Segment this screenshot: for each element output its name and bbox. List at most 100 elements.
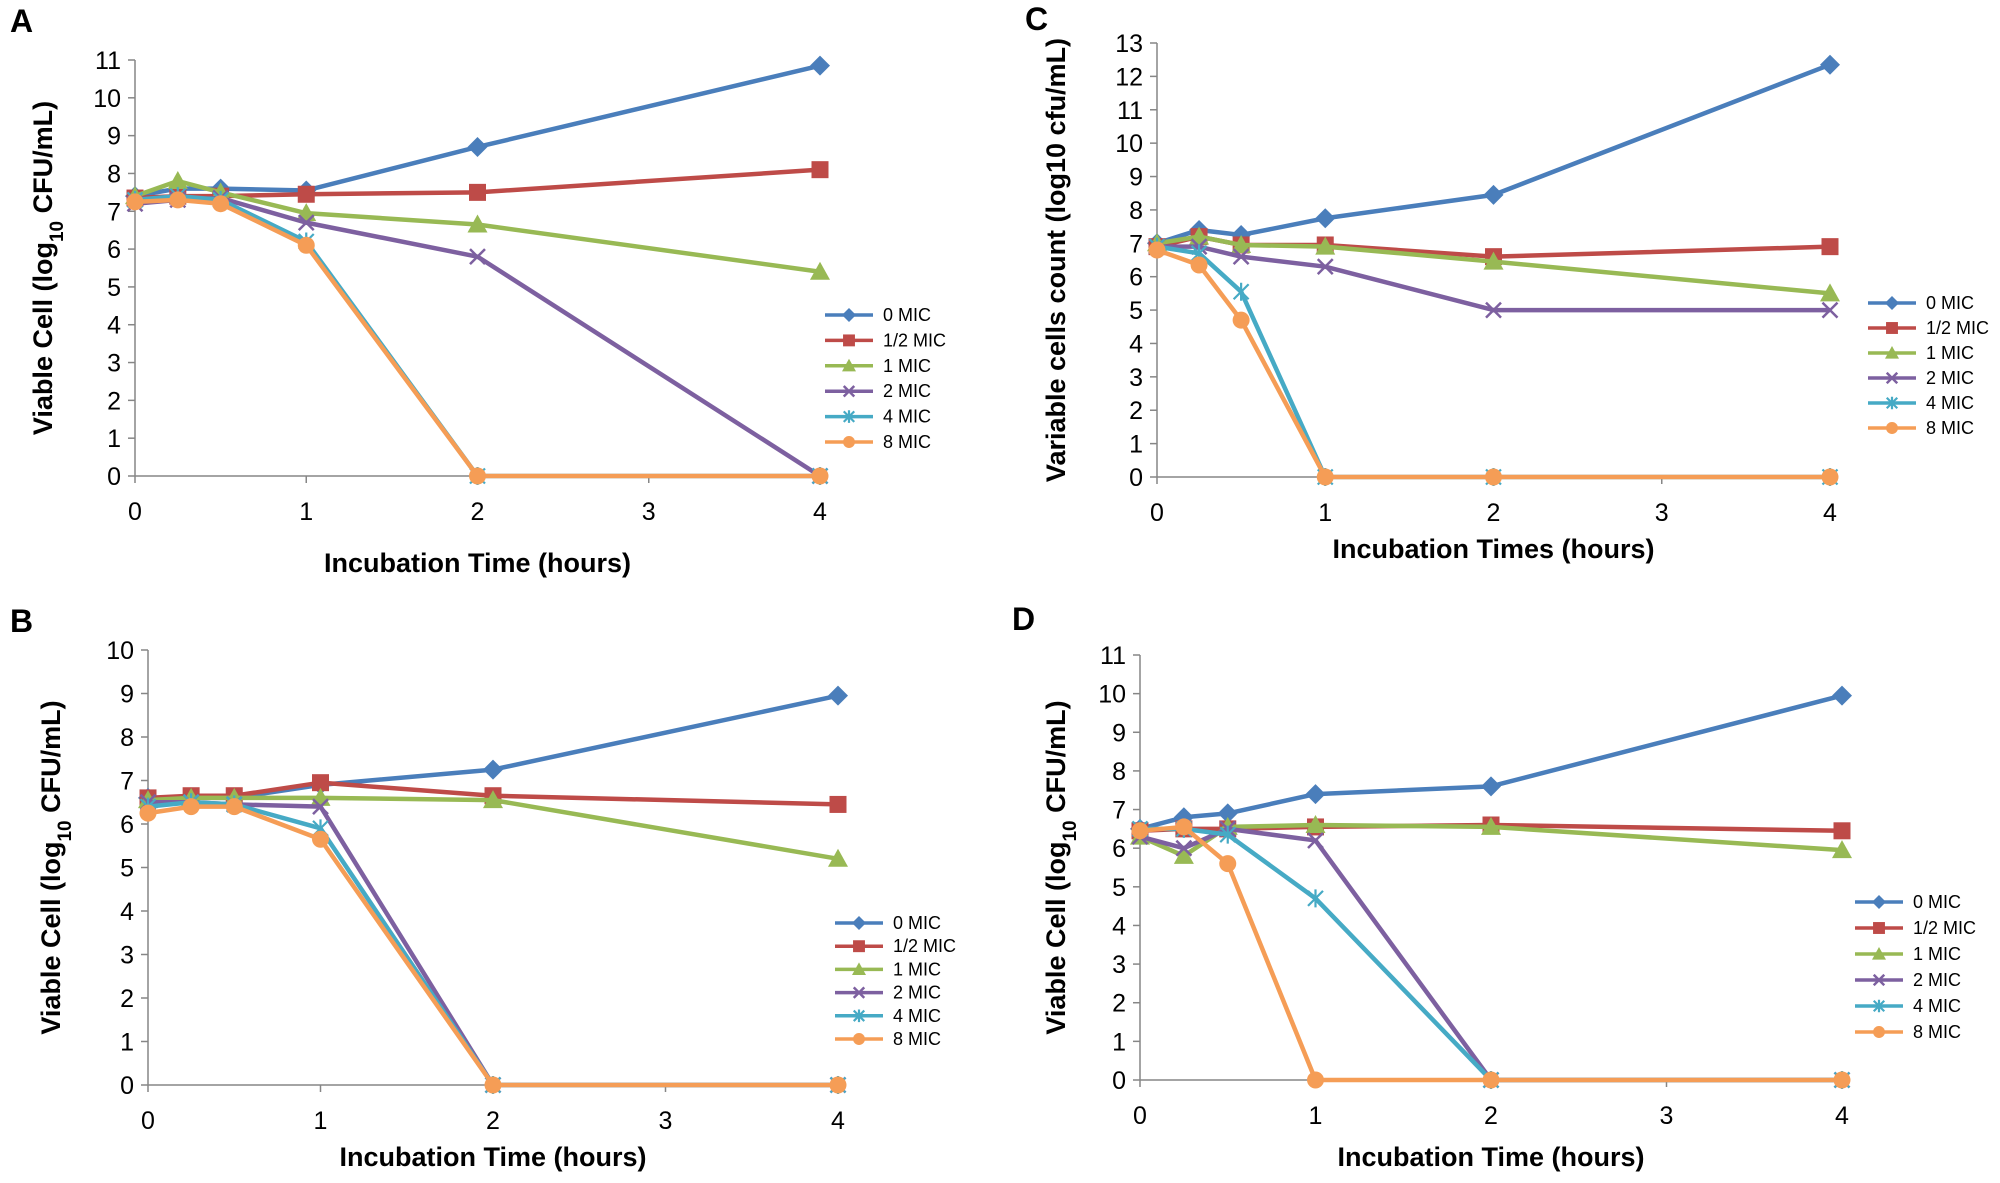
- point-8-mic-d: [1219, 855, 1237, 873]
- y-tick-label-c: 6: [1129, 264, 1143, 292]
- series-8-mic-a: [126, 191, 829, 485]
- point-0-mic-b: [483, 759, 503, 780]
- legend-label-half-mic-c: 1/2 MIC: [1926, 318, 1989, 338]
- legend-marker-8-mic-a: [843, 436, 855, 448]
- y-tick-label-c: 13: [1115, 30, 1143, 58]
- x-axis-title-c: Incubation Times (hours): [1332, 534, 1654, 564]
- series-line-2-mic-b: [148, 800, 838, 1088]
- point-4-mic-c: [1232, 282, 1250, 301]
- point-0-mic-a: [810, 55, 830, 76]
- legend-label-1-mic-a: 1 MIC: [883, 356, 931, 376]
- point-8-mic-d: [1833, 1071, 1851, 1089]
- point-8-mic-a: [297, 236, 315, 254]
- series-line-1-mic-c: [1156, 234, 1831, 296]
- point-0-mic-c: [1483, 184, 1504, 205]
- y-axis-title-main-c: Variable cells count (log10 cfu/mL): [1041, 38, 1071, 482]
- legend-label-half-mic-b: 1/2 MIC: [893, 936, 956, 956]
- x-tick-label-b: 3: [659, 1107, 673, 1135]
- y-tick-label-b: 3: [120, 942, 134, 970]
- y-axis-title-main-a: Viable Cell (log: [28, 242, 58, 435]
- y-tick-label-b: 0: [120, 1072, 134, 1100]
- point-2-mic-a: [297, 214, 315, 232]
- point-8-mic-c: [1148, 241, 1166, 259]
- point-half-mic-b: [829, 795, 847, 813]
- series-line-4-mic-d: [1140, 826, 1842, 1083]
- legend-marker-8-mic-d: [1873, 1026, 1885, 1038]
- legend-marker-1-mic-b: [852, 962, 866, 975]
- y-tick-label-b: 1: [120, 1029, 134, 1057]
- y-tick-label-b: 7: [120, 768, 134, 796]
- x-tick-label-a: 4: [813, 498, 827, 526]
- y-axis-title-tail-a: CFU/mL): [28, 101, 58, 221]
- y-tick-label-d: 6: [1112, 835, 1126, 863]
- series-line-0-mic-d: [1139, 693, 1843, 832]
- x-tick-label-b: 0: [141, 1107, 155, 1135]
- point-8-mic-b: [182, 798, 200, 816]
- point-2-mic-c: [1485, 301, 1502, 319]
- point-1-mic-b: [483, 790, 503, 809]
- point-8-mic-a: [212, 195, 230, 213]
- legend-marker-1-mic-a: [842, 358, 856, 372]
- point-1-mic-a: [167, 171, 188, 190]
- series-4-mic-d: [1131, 819, 1851, 1089]
- point-2-mic-d: [1307, 832, 1324, 849]
- legend-label-2-mic-d: 2 MIC: [1913, 970, 1961, 990]
- point-8-mic-b: [225, 798, 243, 816]
- y-axis-title-sub-b: 10: [55, 820, 76, 841]
- point-1-mic-a: [467, 214, 488, 233]
- y-tick-label-d: 9: [1112, 719, 1126, 747]
- series-1-mic-c: [1147, 226, 1840, 302]
- legend-marker-2-mic-a: [842, 385, 856, 398]
- series-4-mic-c: [1148, 237, 1839, 486]
- point-2-mic-c: [1232, 248, 1250, 266]
- point-8-mic-b: [829, 1076, 847, 1094]
- series-0-mic-a: [125, 55, 830, 207]
- point-half-mic-a: [297, 185, 315, 203]
- point-1-mic-a: [810, 261, 830, 280]
- point-0-mic-d: [1305, 784, 1326, 805]
- x-tick-label-a: 0: [128, 498, 142, 526]
- x-axis-title-d: Incubation Time (hours): [1337, 1142, 1644, 1172]
- y-tick-label-c: 7: [1129, 230, 1143, 258]
- series-line-4-mic-c: [1156, 244, 1830, 480]
- x-tick-label-c: 4: [1823, 499, 1837, 527]
- point-0-mic-a: [467, 136, 488, 157]
- y-tick-label-c: 11: [1117, 97, 1143, 125]
- y-axis-title-sub-d: 10: [1060, 820, 1081, 841]
- series-line-1-mic-d: [1139, 822, 1843, 859]
- y-tick-label-b: 6: [120, 811, 134, 839]
- legend-marker-0-mic-c: [1885, 296, 1899, 310]
- y-tick-label-a: 2: [107, 387, 121, 415]
- x-tick-label-a: 2: [471, 498, 485, 526]
- y-tick-label-a: 11: [95, 47, 121, 75]
- series-8-mic-b: [139, 798, 847, 1094]
- point-1-mic-c: [1231, 234, 1252, 253]
- point-2-mic-d: [1175, 839, 1193, 857]
- series-1-mic-b: [138, 787, 848, 867]
- point-1-mic-c: [1820, 283, 1840, 302]
- y-tick-label-d: 0: [1112, 1067, 1126, 1095]
- point-half-mic-d: [1833, 822, 1851, 840]
- point-8-mic-c: [1190, 256, 1208, 274]
- legend-marker-0-mic-a: [842, 308, 856, 322]
- series-1-mic-d: [1130, 815, 1852, 864]
- legend-label-8-mic-d: 8 MIC: [1913, 1022, 1961, 1042]
- series-line-8-mic-b: [147, 804, 838, 1088]
- panel-letter-d: D: [1012, 601, 1035, 637]
- legend-marker-half-mic-d: [1873, 922, 1885, 934]
- y-tick-label-b: 10: [106, 637, 134, 665]
- y-tick-label-b: 2: [120, 985, 134, 1013]
- y-axis-title-c: Variable cells count (log10 cfu/mL): [1041, 38, 1071, 482]
- legend-label-4-mic-a: 4 MIC: [883, 407, 931, 427]
- legend-label-0-mic-d: 0 MIC: [1913, 892, 1961, 912]
- point-8-mic-b: [139, 804, 157, 822]
- panel-d: D 0 1 2 3 4 5 6 7 8 9 10 11 0 1 2 3 4 Incubation Time (hou…: [1012, 601, 1976, 1172]
- point-8-mic-c: [1485, 468, 1502, 486]
- y-tick-label-c: 0: [1129, 464, 1143, 492]
- point-1-mic-b: [828, 848, 848, 867]
- legend-marker-8-mic-c: [1886, 422, 1898, 434]
- x-tick-label-c: 2: [1487, 499, 1501, 527]
- point-8-mic-c: [1821, 468, 1839, 486]
